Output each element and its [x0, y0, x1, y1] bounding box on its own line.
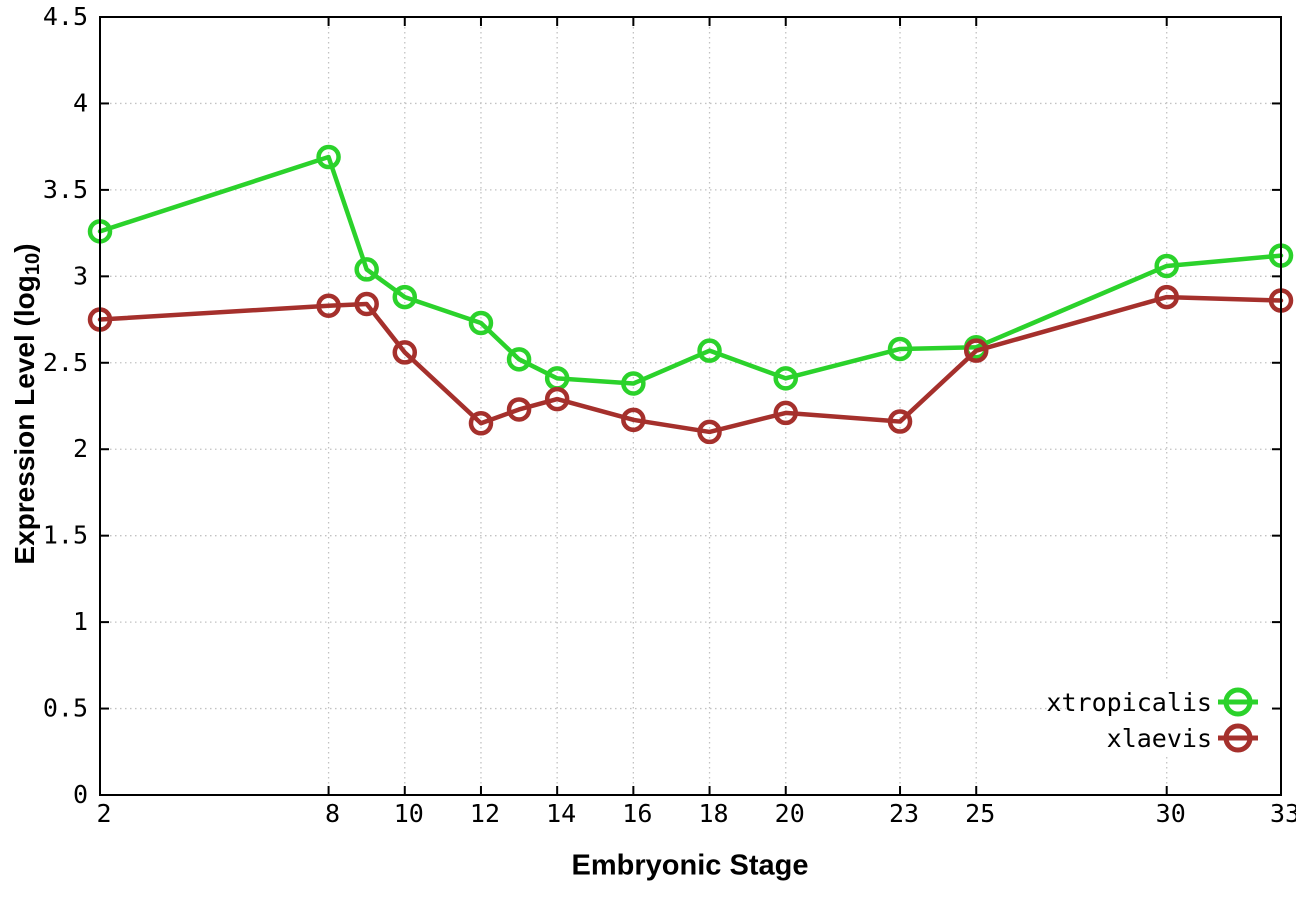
- y-tick-label-0.5: 0.5: [43, 694, 88, 723]
- y-tick-label-3: 3: [73, 261, 88, 290]
- y-tick-labels: 0 0.5 1 1.5 2 2.5 3 3.5 4 4.5: [43, 2, 88, 809]
- y-tick-label-1: 1: [73, 607, 88, 636]
- x-tick-label-23: 23: [889, 799, 919, 828]
- y-tick-label-3.5: 3.5: [43, 175, 88, 204]
- series-xlaevis: [87, 284, 1294, 445]
- gridlines: [99, 16, 1282, 796]
- data-point-xlaevis-stage-12: [468, 411, 494, 436]
- x-tick-label-25: 25: [965, 799, 995, 828]
- data-point-xtropicalis-stage-18: [697, 338, 722, 363]
- data-point-xlaevis-stage-23: [887, 409, 913, 434]
- legend-marker-icon-xlaevis: [1223, 723, 1253, 753]
- data-point-xtropicalis-stage-16: [621, 371, 646, 396]
- y-tick-label-4: 4: [73, 88, 88, 117]
- x-tick-label-30: 30: [1156, 799, 1186, 828]
- x-tick-label-8: 8: [325, 799, 340, 828]
- x-tick-label-16: 16: [622, 799, 652, 828]
- data-point-xlaevis-stage-16: [621, 407, 646, 433]
- y-tick-label-2: 2: [73, 434, 88, 463]
- x-axis-title: Embryonic Stage: [571, 849, 809, 882]
- data-point-xtropicalis-stage-10: [392, 284, 418, 310]
- data-point-xtropicalis-stage-12: [468, 310, 494, 336]
- y-tick-label-0: 0: [73, 780, 88, 809]
- y-tick-label-4.5: 4.5: [43, 2, 88, 31]
- x-tick-label-20: 20: [775, 799, 805, 828]
- data-point-xlaevis-stage-30: [1154, 284, 1179, 310]
- data-point-xtropicalis-stage-20: [773, 366, 798, 391]
- data-point-xtropicalis-stage-23: [887, 336, 913, 362]
- plot-border: [99, 16, 1282, 796]
- y-axis-title: Expression Level (log10): [9, 243, 45, 564]
- x-tick-labels: 2 8 10 12 14 16 18 20 23 25 30 33: [96, 799, 1296, 828]
- x-tick-label-18: 18: [698, 799, 728, 828]
- data-point-xlaevis-stage-9: [354, 291, 379, 317]
- y-tick-label-2.5: 2.5: [43, 348, 88, 377]
- y-tick-label-1.5: 1.5: [43, 521, 88, 550]
- data-point-xlaevis-stage-13: [506, 397, 532, 422]
- y-axis-title-subscript: 10: [22, 252, 45, 276]
- series-xtropicalis-line: [97, 154, 1284, 386]
- legend-label-xtropicalis: xtropicalis: [1046, 688, 1212, 717]
- data-point-xtropicalis-stage-13: [506, 347, 532, 372]
- data-point-xtropicalis-stage-9: [354, 257, 379, 282]
- data-point-xtropicalis-stage-8: [316, 144, 341, 170]
- data-point-xlaevis-stage-10: [392, 340, 418, 365]
- series-xtropicalis: [87, 144, 1294, 396]
- legend-item-xlaevis: xlaevis: [1107, 723, 1258, 753]
- y-axis-title-text: Expression Level (log: [8, 275, 40, 565]
- data-point-xlaevis-stage-18: [697, 419, 722, 445]
- data-point-xlaevis-stage-8: [316, 293, 341, 318]
- legend-marker-icon-xtropicalis: [1223, 687, 1253, 717]
- data-point-xlaevis-stage-20: [773, 400, 798, 426]
- x-tick-label-14: 14: [546, 799, 576, 828]
- data-point-xlaevis-stage-25: [963, 338, 989, 363]
- data-point-xtropicalis-stage-30: [1154, 253, 1179, 279]
- series-xlaevis-line: [97, 294, 1284, 435]
- x-tick-label-12: 12: [470, 799, 500, 828]
- legend-item-xtropicalis: xtropicalis: [1046, 687, 1258, 717]
- x-tick-label-33: 33: [1270, 799, 1296, 828]
- x-tick-label-10: 10: [394, 799, 424, 828]
- legend-label-xlaevis: xlaevis: [1107, 724, 1212, 753]
- y-axis-title-suffix: ): [8, 243, 40, 253]
- tick-marks: [99, 16, 1282, 796]
- x-tick-label-2: 2: [96, 799, 111, 828]
- data-point-xlaevis-stage-14: [544, 386, 570, 412]
